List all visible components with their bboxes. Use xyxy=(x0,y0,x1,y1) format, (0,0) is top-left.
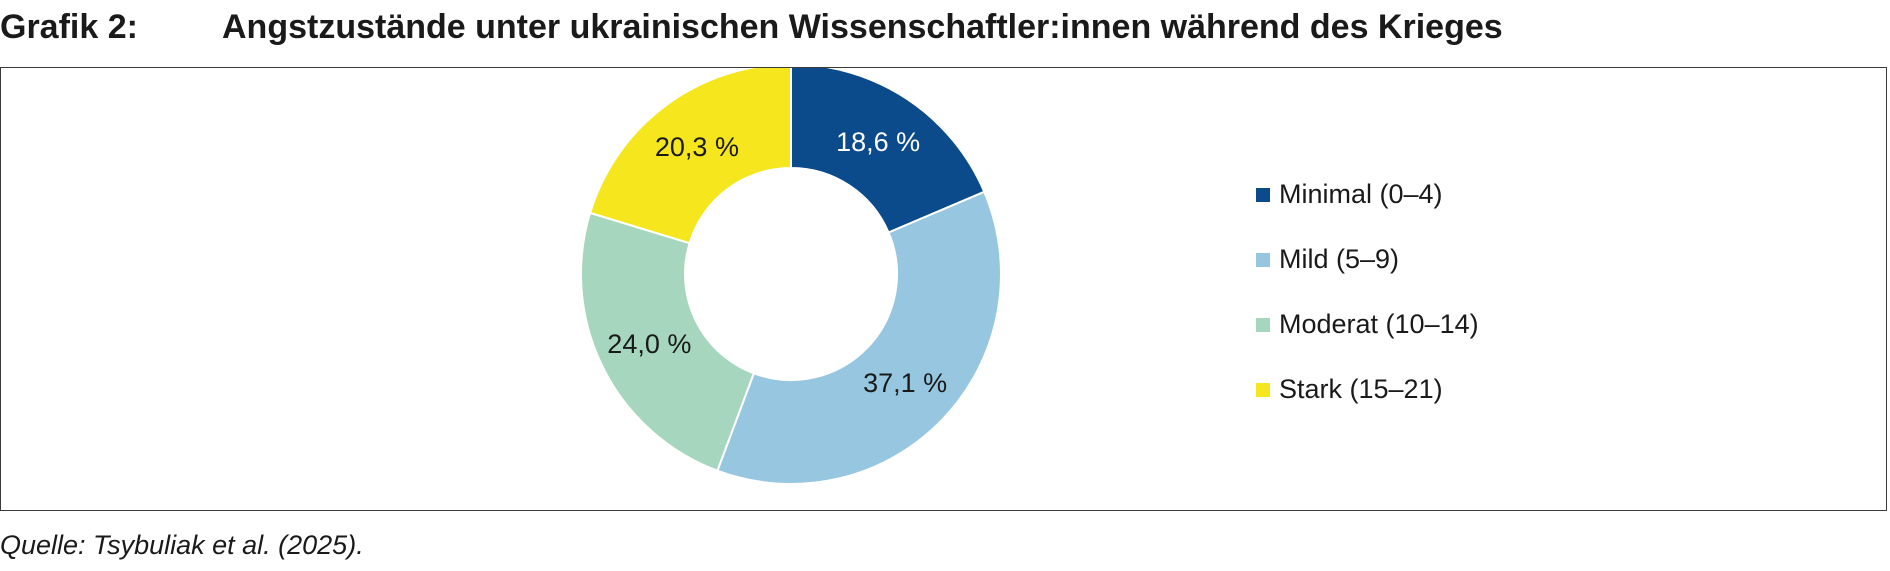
slice-value-label-1: 18,6 % xyxy=(836,127,920,157)
slice-value-label-4: 20,3 % xyxy=(655,132,739,162)
chart-legend: Minimal (0–4) Mild (5–9) Moderat (10–14) St… xyxy=(1256,162,1479,422)
legend-item: Mild (5–9) xyxy=(1256,227,1479,292)
figure-header: Grafik 2: Angstzustände unter ukrainisch… xyxy=(0,8,1890,52)
slice-value-label-3: 24,0 % xyxy=(607,329,691,359)
donut-slice-3 xyxy=(580,211,756,472)
legend-swatch xyxy=(1256,317,1270,332)
slice-value-label-2: 37,1 % xyxy=(863,368,947,398)
chart-frame: 18,6 % 37,1 % 24,0 % 20,3 % Minimal (0–4) Mi… xyxy=(0,67,1887,511)
legend-item: Minimal (0–4) xyxy=(1256,162,1479,227)
legend-item: Moderat (10–14) xyxy=(1256,292,1479,357)
legend-label: Moderat (10–14) xyxy=(1279,309,1479,339)
legend-label: Minimal (0–4) xyxy=(1279,179,1443,209)
figure-title: Angstzustände unter ukrainischen Wissens… xyxy=(222,8,1503,46)
legend-label: Stark (15–21) xyxy=(1279,374,1443,404)
donut-chart: 18,6 % 37,1 % 24,0 % 20,3 % xyxy=(580,68,1002,485)
legend-swatch xyxy=(1256,187,1270,202)
figure-label: Grafik 2: xyxy=(0,8,138,46)
donut-slice-2 xyxy=(716,190,1002,485)
source-note: Quelle: Tsybuliak et al. (2025). xyxy=(0,530,364,560)
legend-swatch xyxy=(1256,252,1270,267)
legend-swatch xyxy=(1256,382,1270,397)
legend-label: Mild (5–9) xyxy=(1279,244,1400,274)
donut-slice-1 xyxy=(790,68,986,234)
legend-item: Stark (15–21) xyxy=(1256,357,1479,422)
donut-slice-4 xyxy=(588,68,792,245)
